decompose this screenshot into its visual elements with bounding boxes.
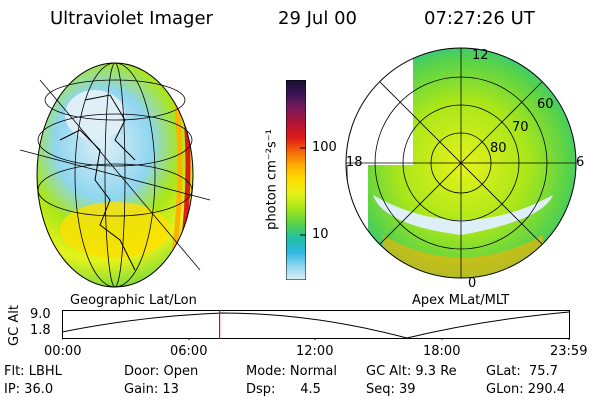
- altitude-curve: [62, 311, 570, 339]
- geographic-auroral-image: [19, 62, 211, 288]
- color-scale-bar: [286, 80, 306, 280]
- mlt-label-18: 18: [346, 155, 363, 170]
- mlt-label-0: 0: [468, 276, 477, 291]
- left-panel-caption: Geographic Lat/Lon: [70, 293, 197, 308]
- altitude-tick-high: 9.0: [30, 307, 51, 322]
- time-tick-0600: 06:00: [170, 344, 208, 359]
- observation-time: 07:27:26 UT: [424, 8, 535, 29]
- filter-info: Flt: LBHL: [4, 364, 62, 379]
- orbit-altitude-plot: [62, 310, 570, 340]
- colorbar-tick-100: 100: [312, 140, 337, 155]
- seq-info: Seq: 39: [366, 382, 416, 397]
- dsp-info: Dsp: 4.5: [246, 382, 321, 397]
- altitude-axis-label: GC Alt: [6, 305, 22, 346]
- mlt-label-12: 12: [472, 48, 489, 63]
- observation-date: 29 Jul 00: [278, 8, 357, 29]
- time-tick-0000: 00:00: [44, 344, 82, 359]
- mlat-label-80: 80: [490, 141, 507, 156]
- time-tick-2359: 23:59: [550, 344, 588, 359]
- mode-info: Mode: Normal: [246, 364, 337, 379]
- gc-alt-info: GC Alt: 9.3 Re: [366, 364, 457, 379]
- glon-info: GLon: 290.4: [486, 382, 566, 397]
- time-tick-1200: 12:00: [296, 344, 334, 359]
- ip-info: IP: 36.0: [4, 382, 54, 397]
- mlat-label-70: 70: [512, 120, 529, 135]
- gain-info: Gain: 13: [124, 382, 179, 397]
- mlt-label-6: 6: [576, 155, 585, 170]
- instrument-title: Ultraviolet Imager: [50, 8, 213, 29]
- apex-polar-auroral-image: [345, 47, 577, 279]
- right-panel-caption: Apex MLat/MLT: [412, 293, 510, 308]
- glat-info: GLat: 75.7: [486, 364, 558, 379]
- door-info: Door: Open: [124, 364, 199, 379]
- colorbar-unit-label: photon cm⁻²s⁻¹: [264, 129, 280, 230]
- altitude-tick-low: 1.8: [30, 323, 51, 338]
- time-tick-1800: 18:00: [423, 344, 461, 359]
- mlat-label-60: 60: [537, 97, 554, 112]
- colorbar-tick-10: 10: [312, 227, 329, 242]
